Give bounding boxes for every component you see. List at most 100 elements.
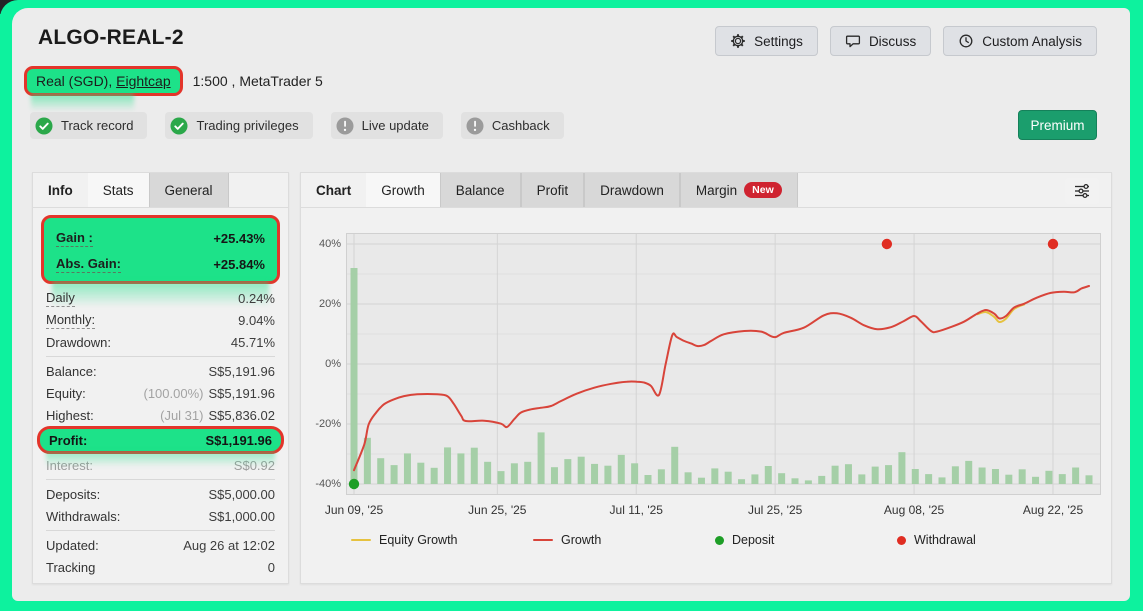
- stat-value-prefix: (100.00%): [143, 385, 204, 401]
- legend-dot-swatch: [897, 535, 906, 545]
- badge-label: Live update: [361, 118, 429, 133]
- stat-value: +25.84%: [213, 256, 265, 272]
- check-circle-icon: [170, 117, 188, 135]
- stat-value: (Jul 31) S$5,836.02: [160, 407, 275, 423]
- stat-value: 0.24%: [238, 290, 275, 306]
- x-tick-label: Jul 11, '25: [609, 503, 663, 517]
- stat-label: Tracking: [46, 559, 96, 575]
- gear-icon: [730, 33, 746, 49]
- legend-withdrawal[interactable]: Withdrawal: [897, 533, 1079, 547]
- legend-deposit[interactable]: Deposit: [715, 533, 897, 547]
- stat-label[interactable]: Abs. Gain:: [56, 255, 122, 273]
- button-label: Discuss: [868, 33, 917, 49]
- tab-label: Info: [48, 182, 73, 198]
- info-panel: Info Stats General Gain : +25.43% Abs. Gain:…: [32, 172, 289, 584]
- tab-label: Stats: [102, 182, 134, 198]
- y-tick-label: 0%: [325, 358, 341, 370]
- tab-general[interactable]: General: [148, 173, 229, 207]
- custom-analysis-button[interactable]: Custom Analysis: [943, 26, 1097, 56]
- y-tick-label: -40%: [315, 478, 341, 490]
- x-tick-label: Jun 25, '25: [468, 503, 527, 517]
- legend-line-swatch: [533, 539, 553, 541]
- stat-row-balance: Balance: S$5,191.96: [33, 360, 288, 382]
- stat-row-monthly: Monthly: 9.04%: [33, 309, 288, 331]
- tab-label: Chart: [316, 182, 352, 198]
- tab-info[interactable]: Info: [33, 173, 88, 207]
- tab-stats[interactable]: Stats: [87, 173, 149, 207]
- gain-row: Gain : +25.43%: [56, 225, 265, 251]
- tab-label: Balance: [455, 182, 505, 198]
- badge-label: Track record: [61, 118, 134, 133]
- stat-value: (100.00%) S$5,191.96: [143, 385, 276, 401]
- x-tick-label: Aug 08, '25: [883, 503, 945, 517]
- stat-value: 45.71%: [230, 334, 275, 350]
- x-tick-label: Aug 22, '25: [1022, 503, 1084, 517]
- tab-label: Drawdown: [600, 182, 664, 198]
- verification-badges: Track record Trading privileges Live updat…: [30, 112, 564, 139]
- stat-label: Highest:: [46, 407, 94, 423]
- chart-filter-button[interactable]: [1065, 178, 1099, 204]
- y-tick-label: 20%: [318, 298, 341, 310]
- tab-margin[interactable]: Margin New: [679, 173, 798, 207]
- stat-label: Profit:: [49, 432, 88, 448]
- button-label: Custom Analysis: [982, 33, 1082, 49]
- tab-label: Growth: [381, 182, 425, 198]
- divider: [46, 356, 275, 357]
- premium-button[interactable]: Premium: [1018, 110, 1097, 140]
- y-tick-label: -20%: [315, 418, 341, 430]
- stat-row-withdrawals: Withdrawals: S$1,000.00: [33, 505, 288, 527]
- clock-icon: [958, 33, 974, 49]
- stat-row-drawdown: Drawdown: 45.71%: [33, 331, 288, 353]
- tab-profit[interactable]: Profit: [520, 173, 585, 207]
- broker-link[interactable]: Eightcap: [116, 73, 171, 89]
- tab-chart[interactable]: Chart: [301, 173, 366, 207]
- tab-drawdown[interactable]: Drawdown: [584, 173, 680, 207]
- stat-label[interactable]: Daily: [46, 289, 75, 307]
- tab-growth[interactable]: Growth: [366, 173, 440, 207]
- badge-trading-privileges: Trading privileges: [165, 112, 313, 139]
- header-actions: Settings Discuss Custom Analysis: [715, 26, 1097, 56]
- stat-label: Updated:: [46, 537, 99, 553]
- legend-line-swatch: [351, 539, 371, 541]
- chat-icon: [845, 33, 861, 49]
- discuss-button[interactable]: Discuss: [829, 26, 932, 56]
- stat-label: Deposits:: [46, 486, 101, 502]
- stat-label: Drawdown:: [46, 334, 112, 350]
- badge-live-update: Live update: [330, 112, 443, 139]
- divider: [46, 479, 275, 480]
- stat-label[interactable]: Gain :: [56, 229, 93, 247]
- stat-value: Aug 26 at 12:02: [183, 537, 275, 553]
- account-subtitle: Real (SGD), Eightcap 1:500 , MetaTrader …: [24, 66, 323, 96]
- stat-value: S$5,000.00: [208, 486, 275, 502]
- growth-chart[interactable]: [346, 233, 1101, 495]
- exclamation-circle-icon: [336, 117, 354, 135]
- page-title: ALGO-REAL-2: [38, 26, 184, 49]
- legend-label: Deposit: [732, 533, 775, 547]
- account-type-highlight: Real (SGD), Eightcap: [24, 66, 183, 96]
- stat-value: S$1,191.96: [205, 432, 272, 448]
- account-type-text: Real (SGD),: [36, 73, 117, 89]
- stat-label[interactable]: Monthly:: [46, 311, 96, 329]
- tab-label: Profit: [536, 182, 569, 198]
- tab-label: Margin: [695, 182, 738, 198]
- chart-legend: Equity Growth Growth Deposit Withdrawal: [351, 533, 1079, 547]
- stat-label: Interest:: [46, 457, 93, 473]
- stat-value: 0: [267, 559, 275, 575]
- chart-panel-tabs: Chart Growth Balance Profit Drawdown Margin Ne…: [301, 173, 1111, 208]
- account-meta-text: 1:500 , MetaTrader 5: [192, 73, 323, 89]
- button-label: Settings: [754, 33, 803, 49]
- legend-equity-growth[interactable]: Equity Growth: [351, 533, 533, 547]
- stat-row-tracking: Tracking 0: [33, 556, 288, 578]
- settings-button[interactable]: Settings: [715, 26, 818, 56]
- tab-balance[interactable]: Balance: [439, 173, 521, 207]
- legend-growth[interactable]: Growth: [533, 533, 715, 547]
- badge-cashback: Cashback: [460, 112, 564, 139]
- stat-row-daily: Daily 0.24%: [33, 287, 288, 309]
- divider: [46, 530, 275, 531]
- stat-row-equity: Equity: (100.00%) S$5,191.96: [33, 382, 288, 404]
- app-window: ALGO-REAL-2 Settings Discuss Custom Analys…: [12, 8, 1130, 601]
- legend-label: Withdrawal: [914, 533, 976, 547]
- stat-label: Equity:: [46, 385, 86, 401]
- info-panel-tabs: Info Stats General: [33, 173, 288, 208]
- gain-row: Abs. Gain: +25.84%: [56, 251, 265, 277]
